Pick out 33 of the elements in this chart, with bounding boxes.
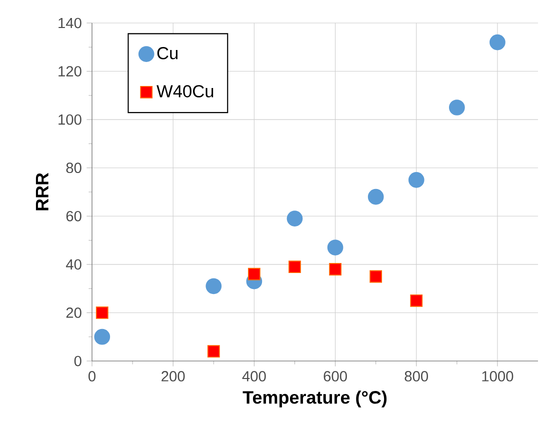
point: [286, 210, 303, 226]
point: [94, 328, 110, 345]
y-tick-label: 120: [58, 66, 82, 76]
x-axis-title: Temperature (°C): [242, 390, 387, 408]
point: [368, 188, 384, 205]
x-tick-label: 1000: [482, 371, 514, 382]
y-tick-label: 20: [66, 308, 82, 318]
point: [206, 278, 222, 294]
x-tick-label: 800: [404, 371, 428, 382]
point: [96, 306, 108, 319]
legend-label: W40Cu: [156, 85, 214, 98]
y-tick-label: 60: [66, 210, 82, 222]
x-tick-label: 200: [162, 371, 185, 382]
point: [490, 34, 506, 50]
point: [207, 345, 220, 358]
x-tick-label: 600: [324, 371, 347, 382]
y-axis-title: RRR: [36, 172, 48, 210]
point: [329, 263, 342, 276]
point: [370, 270, 382, 283]
x-tick-label: 400: [242, 371, 266, 382]
y-tick-label: 100: [58, 114, 82, 125]
y-tick-label: 0: [74, 356, 82, 366]
point: [448, 100, 465, 116]
x-tick-label: 0: [88, 371, 96, 382]
point: [408, 172, 424, 188]
point: [410, 294, 423, 307]
y-tick-label: 40: [66, 259, 82, 270]
point: [248, 268, 260, 280]
y-tick-label: 140: [58, 18, 82, 28]
y-tick-label: 80: [66, 162, 82, 174]
point: [288, 260, 301, 274]
point: [327, 240, 344, 256]
legend-label: Cu: [157, 46, 178, 60]
